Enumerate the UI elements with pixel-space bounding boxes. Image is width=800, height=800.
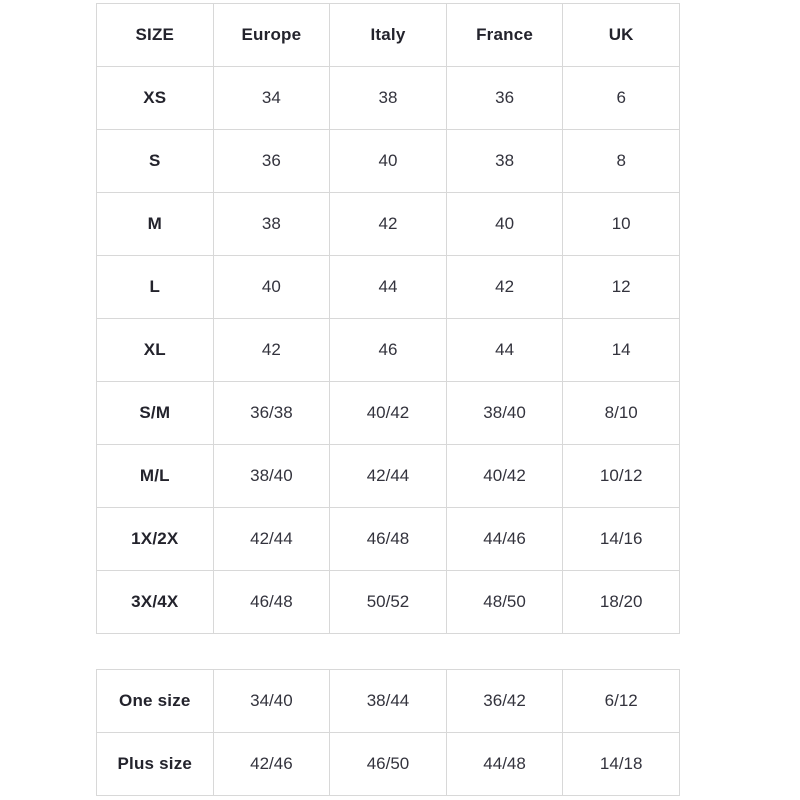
table-cell: 44/48 [445, 732, 564, 796]
column-header-size: SIZE [96, 3, 214, 67]
table-cell: 36 [212, 129, 331, 193]
table-cell: 38 [212, 192, 331, 256]
table-cell: 46/48 [329, 507, 447, 571]
table-cell: 38/40 [212, 444, 331, 508]
table-cell: 48/50 [445, 570, 564, 634]
column-header-italy: Italy [329, 3, 447, 67]
table-row-3x-4x: 3X/4X 46/48 50/52 48/50 18/20 [96, 570, 680, 634]
column-header-uk: UK [562, 3, 680, 67]
table-cell: 46/50 [329, 732, 447, 796]
table-cell: 12 [562, 255, 680, 319]
table-cell: 44 [445, 318, 564, 382]
table-cell: 42 [445, 255, 564, 319]
table-row-1x-2x: 1X/2X 42/44 46/48 44/46 14/16 [96, 507, 680, 571]
table-cell: 40 [445, 192, 564, 256]
table-cell: 40/42 [329, 381, 447, 445]
row-label: One size [96, 669, 214, 733]
header-row: SIZE Europe Italy France UK [96, 3, 680, 67]
table-cell: 44 [329, 255, 447, 319]
row-label: XL [96, 318, 214, 382]
table-row-xs: XS 34 38 36 6 [96, 66, 680, 130]
table-row-xl: XL 42 46 44 14 [96, 318, 680, 382]
table-cell: 6 [562, 66, 680, 130]
table-cell: 8 [562, 129, 680, 193]
table-cell: 42/44 [329, 444, 447, 508]
size-conversion-secondary-table: One size 34/40 38/44 36/42 6/12 Plus siz… [96, 669, 680, 796]
table-row-m-l: M/L 38/40 42/44 40/42 10/12 [96, 444, 680, 508]
table-cell: 40 [212, 255, 331, 319]
row-label: S [96, 129, 214, 193]
table-cell: 38/44 [329, 669, 447, 733]
table-cell: 38 [329, 66, 447, 130]
table-cell: 38/40 [445, 381, 564, 445]
table-cell: 46/48 [212, 570, 331, 634]
table-cell: 40/42 [445, 444, 564, 508]
table-cell: 40 [329, 129, 447, 193]
row-label: Plus size [96, 732, 214, 796]
table-cell: 36 [445, 66, 564, 130]
size-conversion-main-table: SIZE Europe Italy France UK XS 34 38 36 … [96, 3, 680, 634]
row-label: M [96, 192, 214, 256]
table-cell: 34 [212, 66, 331, 130]
table-cell: 38 [445, 129, 564, 193]
table-cell: 44/46 [445, 507, 564, 571]
table-row-s-m: S/M 36/38 40/42 38/40 8/10 [96, 381, 680, 445]
table-row-s: S 36 40 38 8 [96, 129, 680, 193]
table-cell: 42/46 [212, 732, 331, 796]
row-label: L [96, 255, 214, 319]
row-label: M/L [96, 444, 214, 508]
column-header-europe: Europe [212, 3, 331, 67]
size-conversion-tables: SIZE Europe Italy France UK XS 34 38 36 … [96, 3, 680, 796]
table-cell: 46 [329, 318, 447, 382]
table-cell: 10/12 [562, 444, 680, 508]
table-cell: 18/20 [562, 570, 680, 634]
table-cell: 36/42 [445, 669, 564, 733]
table-cell: 42/44 [212, 507, 331, 571]
table-cell: 10 [562, 192, 680, 256]
table-cell: 36/38 [212, 381, 331, 445]
row-label: 3X/4X [96, 570, 214, 634]
table-cell: 14/16 [562, 507, 680, 571]
column-header-france: France [445, 3, 564, 67]
row-label: S/M [96, 381, 214, 445]
table-cell: 42 [212, 318, 331, 382]
table-row-plus-size: Plus size 42/46 46/50 44/48 14/18 [96, 732, 680, 796]
table-cell: 34/40 [212, 669, 331, 733]
table-row-one-size: One size 34/40 38/44 36/42 6/12 [96, 669, 680, 733]
table-row-l: L 40 44 42 12 [96, 255, 680, 319]
table-cell: 14/18 [562, 732, 680, 796]
table-cell: 14 [562, 318, 680, 382]
table-cell: 42 [329, 192, 447, 256]
row-label: XS [96, 66, 214, 130]
table-row-m: M 38 42 40 10 [96, 192, 680, 256]
table-cell: 8/10 [562, 381, 680, 445]
table-cell: 6/12 [562, 669, 680, 733]
table-cell: 50/52 [329, 570, 447, 634]
row-label: 1X/2X [96, 507, 214, 571]
